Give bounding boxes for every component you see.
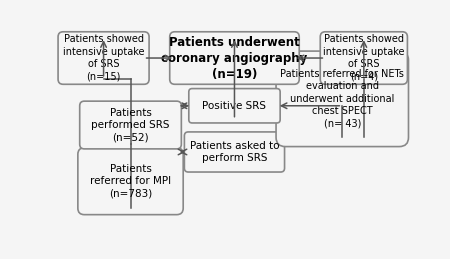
Text: Patients
referred for MPI
(n=783): Patients referred for MPI (n=783): [90, 164, 171, 199]
Text: Positive SRS: Positive SRS: [202, 101, 266, 111]
Text: Patients
performed SRS
(n=52): Patients performed SRS (n=52): [91, 108, 170, 142]
FancyBboxPatch shape: [189, 89, 280, 123]
Text: Patients underwent
coronary angiography
(n=19): Patients underwent coronary angiography …: [162, 35, 308, 81]
FancyBboxPatch shape: [58, 32, 149, 84]
Text: Patients referred for NETs
evaluation and
underwent additional
chest SPECT
(n= 4: Patients referred for NETs evaluation an…: [280, 69, 404, 129]
Text: Patients showed
intensive uptake
of SRS
(n=15): Patients showed intensive uptake of SRS …: [63, 34, 144, 82]
FancyBboxPatch shape: [276, 51, 409, 147]
FancyBboxPatch shape: [320, 32, 407, 84]
FancyBboxPatch shape: [170, 32, 299, 84]
FancyBboxPatch shape: [184, 132, 284, 172]
Text: Patients showed
intensive uptake
of SRS
(n=4): Patients showed intensive uptake of SRS …: [323, 34, 405, 82]
FancyBboxPatch shape: [80, 101, 181, 149]
FancyBboxPatch shape: [78, 148, 183, 215]
Text: Patients asked to
perform SRS: Patients asked to perform SRS: [190, 141, 279, 163]
